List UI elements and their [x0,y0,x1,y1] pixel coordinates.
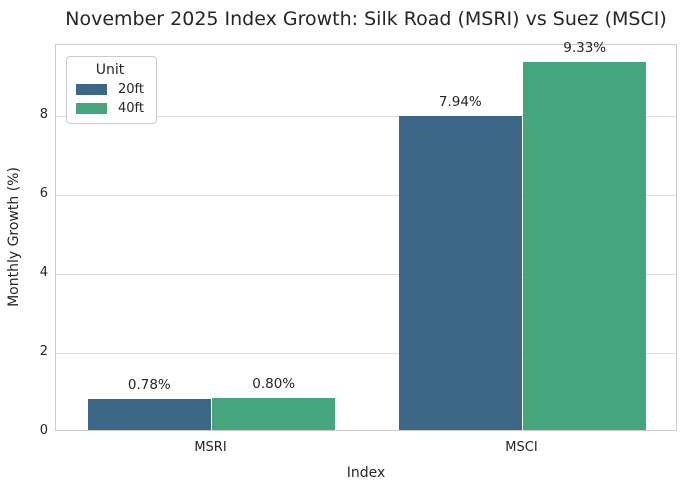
legend-title: Unit [95,62,125,78]
y-tick-label: 8 [39,107,48,123]
legend-swatch-40ft-icon [76,103,107,114]
bar-value-label: 0.80% [252,376,296,393]
legend-swatch-20ft-icon [76,84,107,95]
legend-item-label: 20ft [118,82,144,97]
x-tick-label: MSCI [505,440,538,455]
bar-value-label: 0.78% [127,377,171,394]
gridline [56,273,676,275]
y-tick-label: 0 [39,423,48,438]
legend-item: 40ft [76,101,144,116]
y-tick-label: 2 [39,344,48,360]
chart-title: November 2025 Index Growth: Silk Road (M… [65,8,667,30]
bar-value-label: 9.33% [563,39,607,56]
y-tick-label: 6 [39,186,48,202]
y-tick-label: 4 [39,265,48,281]
bar-msci-20ft [398,116,522,430]
gridline [56,194,676,196]
bar-msri-20ft [87,399,211,430]
bar-value-label: 7.94% [438,94,482,111]
gridline [56,352,676,354]
plot-area: Unit 20ft 40ft 0.78% 0.80% 7.94% 9.33% [55,40,677,431]
gridline [56,115,676,117]
bar-msri-40ft [212,398,336,430]
bar-msci-40ft [523,61,647,430]
x-tick-label: MSRI [194,440,227,455]
legend-item-label: 40ft [118,101,144,116]
legend-item: 20ft [76,82,144,97]
x-axis-label: Index [346,465,386,481]
legend: Unit 20ft 40ft [66,56,157,124]
